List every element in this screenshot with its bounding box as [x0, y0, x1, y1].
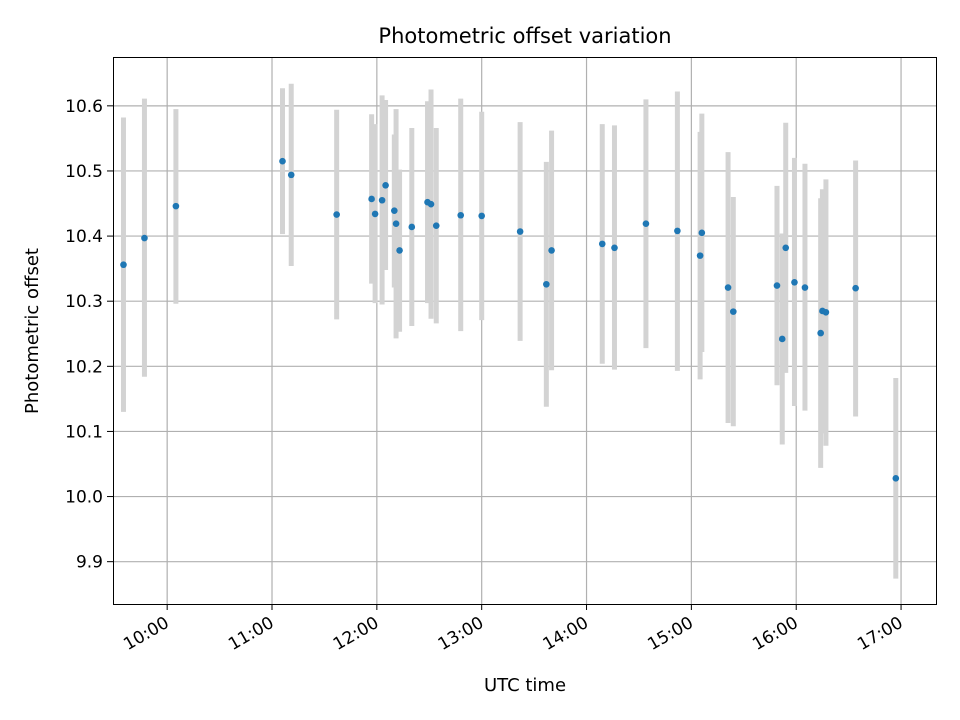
- data-point: [371, 210, 379, 218]
- data-point: [611, 244, 618, 252]
- chart-title: Photometric offset variation: [378, 24, 671, 48]
- data-point: [782, 244, 790, 252]
- data-point: [333, 211, 340, 218]
- plot-frame: [113, 57, 937, 605]
- y-tick-label: 10.0: [65, 488, 103, 508]
- x-tick-label: 14:00: [540, 613, 592, 655]
- data-point: [478, 212, 485, 220]
- data-point: [698, 229, 706, 237]
- x-axis: 10:00 11:00 12:00 13:00 14:00 15:00 16:00 17:00: [120, 604, 907, 655]
- y-tick-label: 10.6: [65, 97, 103, 117]
- grid: [113, 57, 936, 604]
- x-tick-label: 13:00: [435, 613, 487, 655]
- data-point: [408, 223, 416, 231]
- data-point: [548, 247, 555, 254]
- data-point: [392, 220, 400, 228]
- y-tick-label: 9.9: [76, 553, 103, 573]
- data-point: [724, 284, 732, 291]
- x-tick-label: 11:00: [225, 613, 277, 655]
- x-tick-label: 12:00: [330, 613, 382, 655]
- data-point: [382, 181, 389, 189]
- data-point: [773, 282, 781, 289]
- data-point: [778, 335, 786, 343]
- data-point: [642, 220, 650, 228]
- data-point: [427, 200, 435, 208]
- data-point: [432, 222, 440, 229]
- x-tick-label: 10:00: [120, 613, 172, 655]
- data-point: [457, 211, 465, 219]
- x-tick-label: 16:00: [749, 613, 801, 655]
- data-point: [817, 329, 824, 337]
- data-point: [730, 308, 737, 315]
- data-point: [120, 261, 127, 269]
- data-points: [120, 157, 900, 482]
- data-point: [141, 234, 148, 242]
- y-axis: 9.9 10.0 10.1 10.2 10.3 10.4 10.5 10.6: [65, 97, 113, 573]
- data-point: [368, 195, 375, 203]
- data-point: [287, 171, 295, 179]
- y-tick-label: 10.5: [65, 162, 103, 182]
- x-axis-label: UTC time: [484, 675, 566, 696]
- data-point: [674, 227, 681, 235]
- y-axis-label: Photometric offset: [22, 248, 43, 414]
- x-tick-label: 17:00: [854, 613, 906, 655]
- data-point: [391, 207, 398, 214]
- data-point: [852, 284, 859, 292]
- y-tick-label: 10.2: [65, 357, 103, 377]
- data-point: [172, 202, 180, 210]
- data-point: [543, 280, 550, 288]
- data-point: [396, 247, 403, 254]
- y-tick-label: 10.1: [65, 422, 103, 442]
- data-point: [696, 252, 704, 259]
- data-point: [822, 308, 830, 316]
- x-tick-label: 15:00: [644, 613, 696, 655]
- y-tick-label: 10.3: [65, 292, 103, 312]
- data-point: [378, 196, 386, 204]
- data-point: [892, 475, 900, 482]
- data-point: [791, 279, 798, 286]
- data-point: [598, 240, 606, 248]
- data-point: [801, 284, 809, 291]
- data-point: [279, 157, 286, 165]
- y-tick-label: 10.4: [65, 227, 103, 247]
- data-point: [516, 228, 524, 235]
- error-bars: [120, 83, 899, 579]
